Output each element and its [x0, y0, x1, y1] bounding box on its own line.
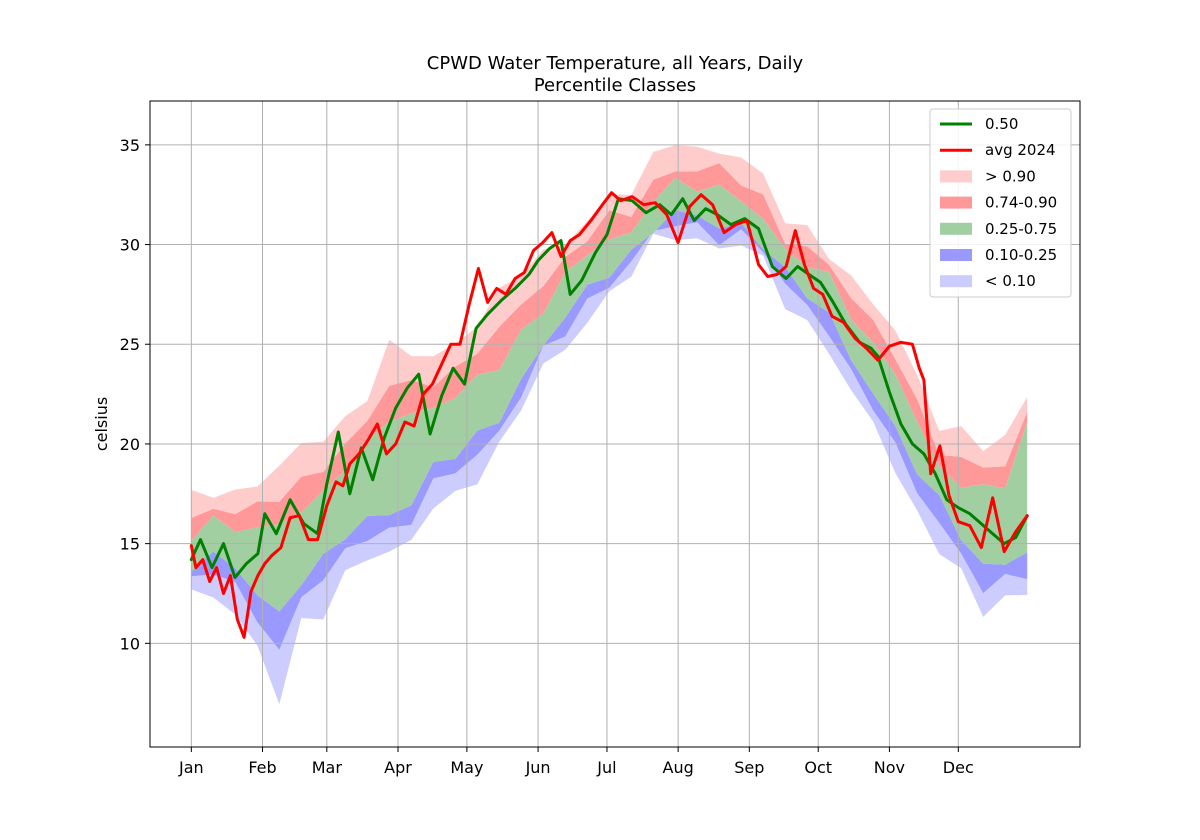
series-lines: [189, 191, 1029, 639]
legend-label-5: 0.10-0.25: [985, 246, 1057, 264]
y-tick-label-15: 15: [120, 535, 140, 554]
band-lt-0-10: [191, 222, 1028, 705]
y-tick-label-35: 35: [120, 136, 140, 155]
x-tick-label-dec: Dec: [943, 758, 974, 777]
x-tick-label-aug: Aug: [663, 758, 694, 777]
y-tick-label-25: 25: [120, 335, 140, 354]
chart-subtitle: Percentile Classes: [534, 75, 696, 96]
legend-swatch-2: [940, 170, 972, 183]
y-tick-label-20: 20: [120, 435, 140, 454]
legend-swatch-4: [940, 222, 972, 235]
y-tick-label-30: 30: [120, 236, 140, 255]
legend-label-6: < 0.10: [985, 272, 1036, 290]
avg-2024-line: [189, 191, 1029, 639]
legend-label-0: 0.50: [985, 115, 1018, 133]
legend-label-2: > 0.90: [985, 167, 1036, 185]
x-tick-label-jul: Jul: [596, 758, 616, 777]
x-tick-label-sep: Sep: [734, 758, 764, 777]
y-axis-ticks: 10 15 20 25 30 35: [120, 136, 150, 653]
x-tick-label-apr: Apr: [384, 758, 412, 777]
legend-items: 0.50 avg 2024 > 0.90 0.74-0.90 0.25-0.75 0.10…: [940, 115, 1057, 290]
median-line: [189, 197, 1029, 579]
x-tick-label-mar: Mar: [312, 758, 343, 777]
band-0-25-0-75: [191, 177, 1028, 612]
x-tick-label-feb: Feb: [248, 758, 276, 777]
legend-swatch-5: [940, 249, 972, 261]
x-tick-label-jun: Jun: [525, 758, 551, 777]
x-tick-label-oct: Oct: [804, 758, 832, 777]
band-gt-0-90: [191, 145, 1028, 518]
grid-lines: [150, 101, 1080, 747]
y-axis-label: celsius: [92, 397, 111, 451]
x-tick-label-nov: Nov: [874, 758, 905, 777]
legend-label-3: 0.74-0.90: [985, 194, 1057, 212]
legend-swatch-6: [940, 275, 972, 288]
x-axis-ticks: Jan Feb Mar Apr May Jun Jul Aug Sep Oct Nov Dec: [178, 747, 974, 777]
x-tick-label-may: May: [450, 758, 483, 777]
x-tick-label-jan: Jan: [178, 758, 204, 777]
legend: 0.50 avg 2024 > 0.90 0.74-0.90 0.25-0.75 0.10…: [929, 108, 1072, 298]
plot-frame: [149, 100, 1081, 748]
chart-title: CPWD Water Temperature, all Years, Daily: [427, 53, 804, 74]
legend-label-4: 0.25-0.75: [985, 220, 1057, 238]
legend-swatch-3: [940, 196, 972, 209]
legend-label-1: avg 2024: [985, 141, 1056, 159]
y-tick-label-10: 10: [120, 634, 140, 653]
